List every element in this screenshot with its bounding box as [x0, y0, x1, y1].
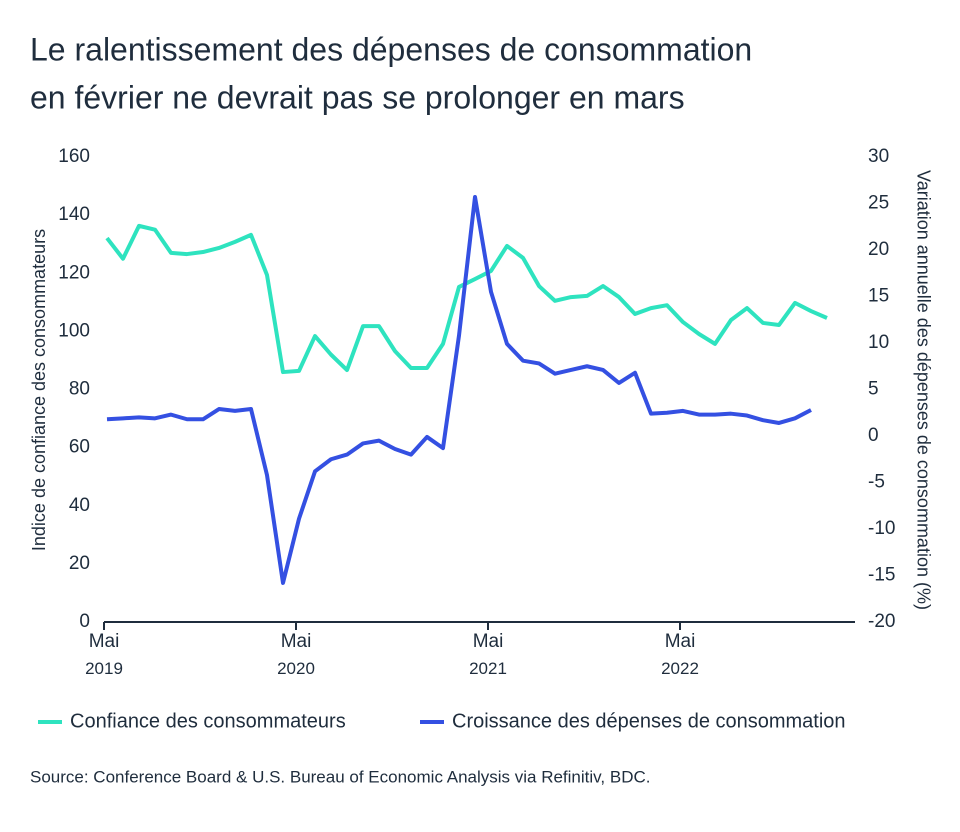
y2-tick-label: 20: [868, 239, 889, 260]
y-tick-label: 80: [69, 379, 90, 400]
y2-tick-label: -5: [868, 472, 885, 493]
legend-label: Croissance des dépenses de consommation: [452, 710, 846, 732]
y-axis-label: Indice de confiance des consommateurs: [29, 229, 49, 551]
y2-tick-label: 5: [868, 379, 879, 400]
y2-tick-label: -15: [868, 565, 895, 586]
y-tick-label: 20: [69, 553, 90, 574]
x-tick-label: Mai 2020: [277, 631, 315, 678]
chart-title: Le ralentissement des dépenses de consom…: [30, 31, 752, 67]
y-tick-label: 100: [58, 320, 90, 341]
y2-axis-label: Variation annuelle des dépenses de conso…: [913, 170, 933, 610]
x-tick-label: Mai 2021: [469, 631, 507, 678]
y-tick-label: 40: [69, 495, 90, 516]
y2-tick-label: 0: [868, 425, 879, 446]
series-line: [105, 223, 828, 375]
chart-title: en février ne devrait pas se prolonger e…: [30, 79, 685, 115]
y2-tick-label: 25: [868, 193, 889, 214]
y-tick-label: 140: [58, 204, 90, 225]
source: Source: Conference Board & U.S. Bureau o…: [30, 767, 650, 786]
y2-tick-label: 30: [868, 146, 889, 167]
y2-tick-label: 10: [868, 332, 889, 353]
y2-tick-label: 15: [868, 286, 889, 307]
y2-tick-label: -10: [868, 518, 895, 539]
y-tick-label: 120: [58, 262, 90, 283]
y-tick-label: 60: [69, 437, 90, 458]
legend-label: Confiance des consommateurs: [70, 710, 346, 732]
y-tick-label: 160: [58, 146, 90, 167]
x-tick-label: Mai 2019: [85, 631, 123, 678]
series-line: [106, 194, 812, 585]
y2-tick-label: -20: [868, 611, 895, 632]
y-tick-label: 0: [79, 611, 90, 632]
x-tick-label: Mai 2022: [661, 631, 699, 678]
